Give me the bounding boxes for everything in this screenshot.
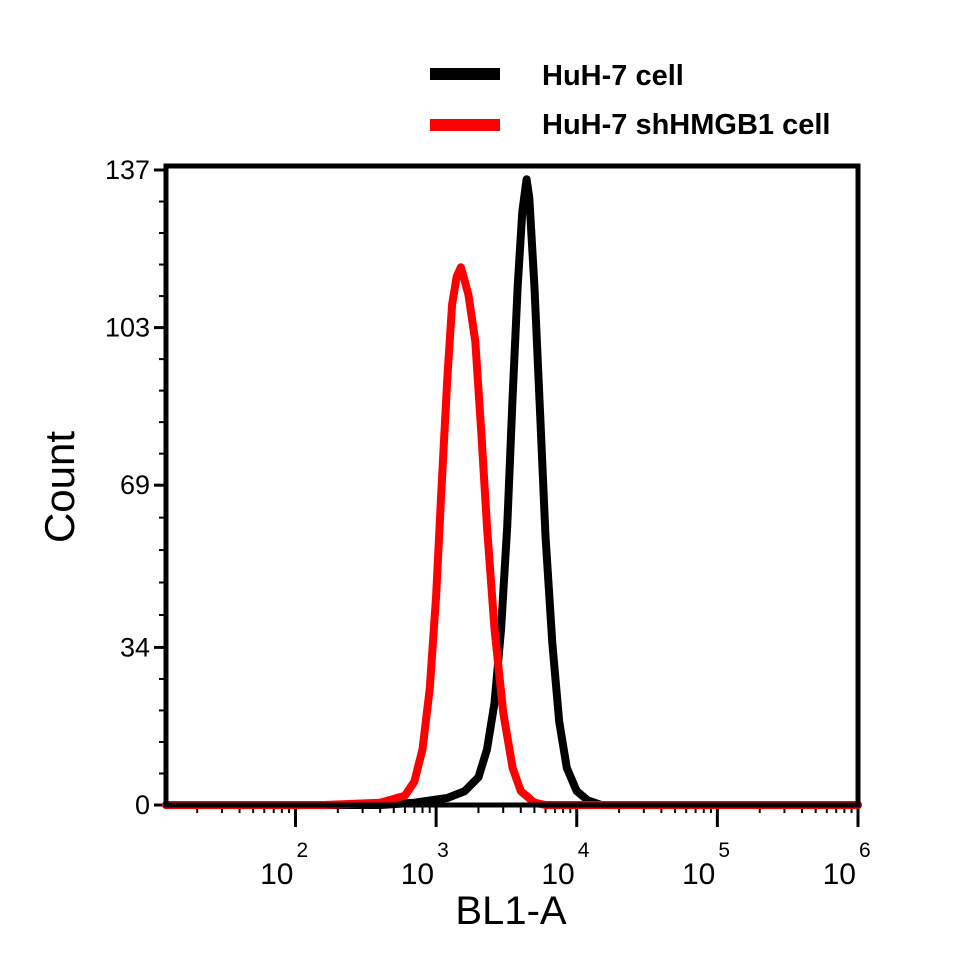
series-line-0 xyxy=(162,175,862,809)
x-tick-label-exponent: 4 xyxy=(578,839,590,862)
x-tick-label-base: 10 xyxy=(260,858,293,891)
y-axis-ticks: 0 34 69 103 137 xyxy=(105,155,166,820)
y-tick-label: 137 xyxy=(105,155,150,185)
x-tick-label-exponent: 5 xyxy=(718,839,730,862)
x-axis-label: BL1-A xyxy=(455,889,566,933)
legend-label-huh7: HuH-7 cell xyxy=(542,60,684,92)
x-tick-label-base: 10 xyxy=(541,858,574,891)
series-line-1 xyxy=(162,263,862,809)
x-tick-label-base: 10 xyxy=(682,858,715,891)
y-tick-label: 34 xyxy=(120,632,150,662)
plot-frame xyxy=(163,163,861,808)
y-tick-label: 69 xyxy=(120,470,150,500)
y-tick-label: 103 xyxy=(105,313,150,343)
legend: HuH-7 cell HuH-7 shHMGB1 cell xyxy=(430,60,830,141)
x-tick-label-exponent: 3 xyxy=(437,839,449,862)
x-tick-label-base: 10 xyxy=(401,858,434,891)
y-axis-label: Count xyxy=(36,431,83,543)
legend-label-huh7-shhmgb1: HuH-7 shHMGB1 cell xyxy=(542,109,830,141)
y-tick-label: 0 xyxy=(135,790,150,820)
x-tick-label-base: 10 xyxy=(823,858,856,891)
series-layer xyxy=(162,175,862,809)
x-tick-label-exponent: 6 xyxy=(859,839,871,862)
x-tick-label-exponent: 2 xyxy=(296,839,308,862)
